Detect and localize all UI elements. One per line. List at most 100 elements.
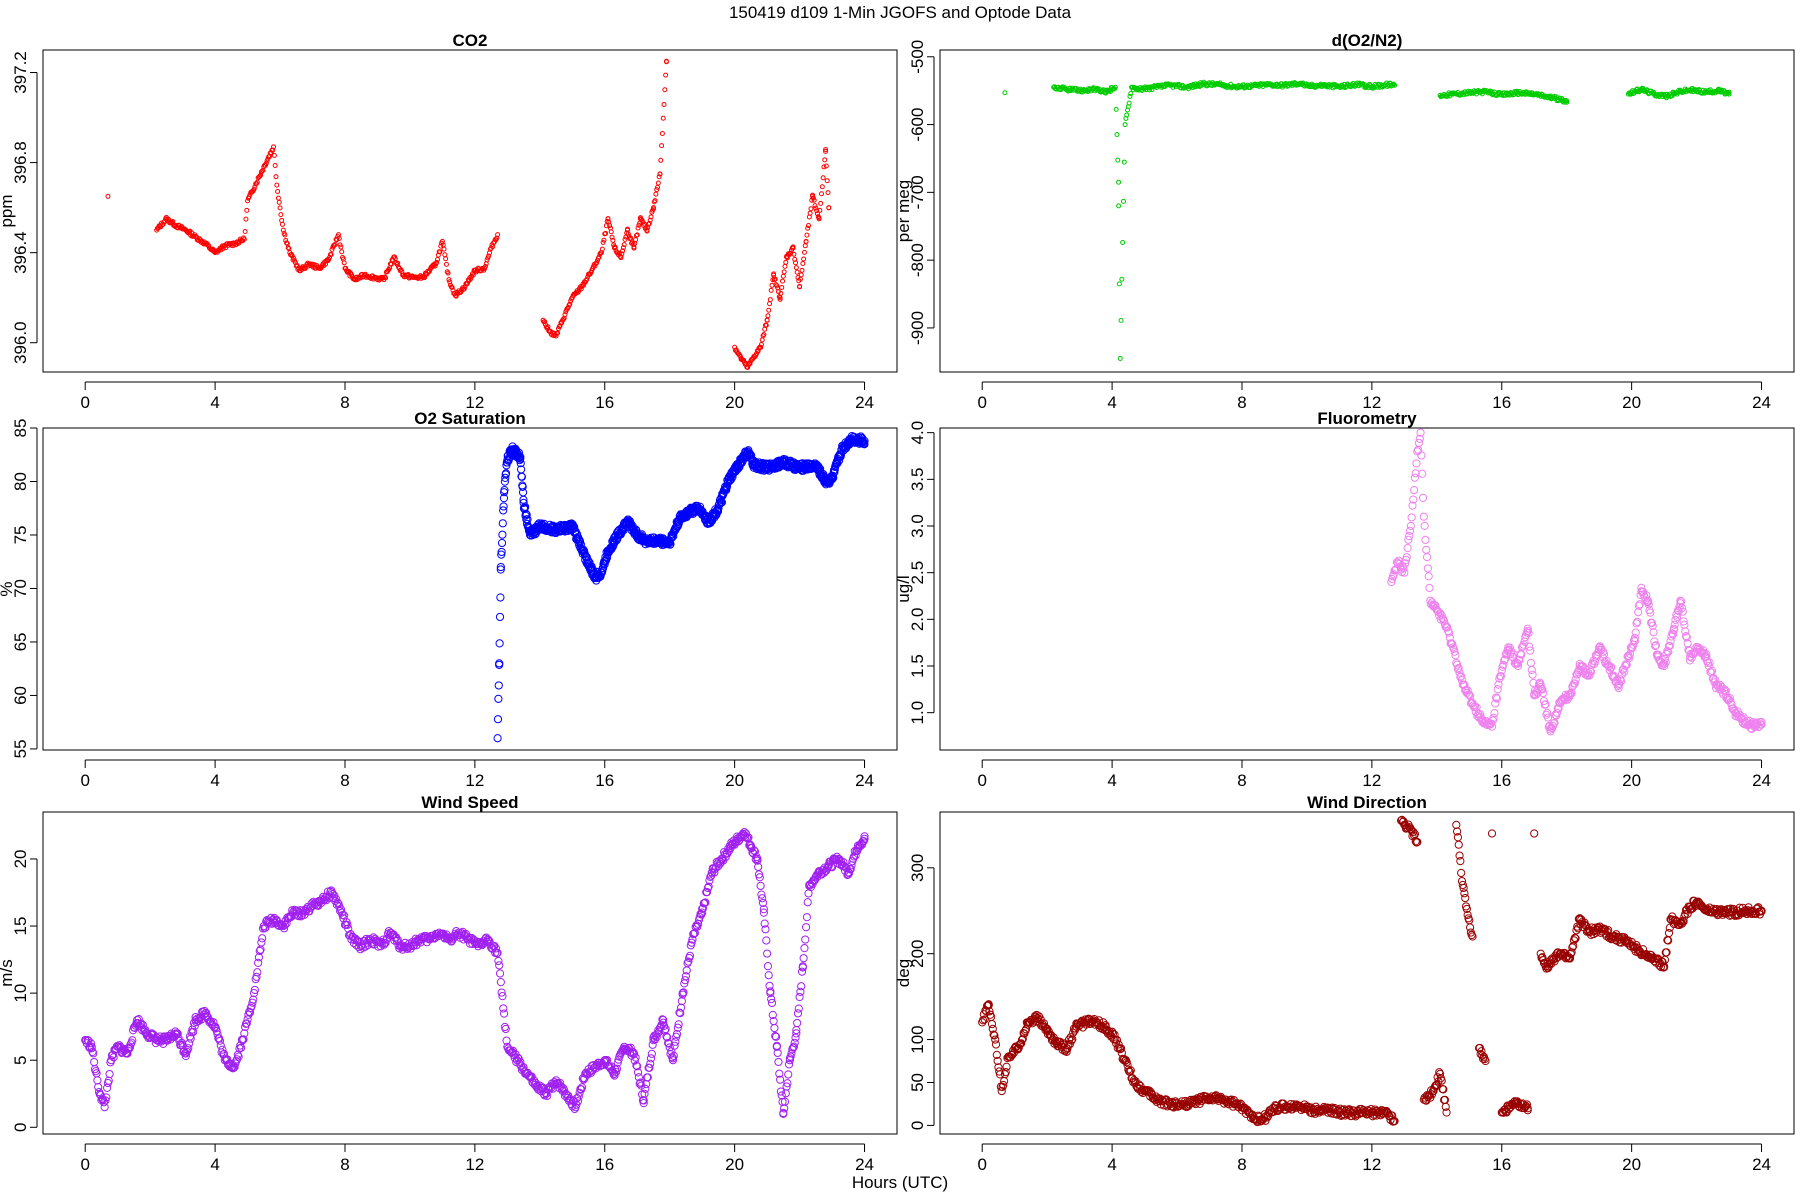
data-point bbox=[1668, 630, 1678, 639]
data-point bbox=[770, 277, 776, 283]
data-point bbox=[1478, 88, 1484, 94]
data-point bbox=[242, 228, 248, 234]
data-point bbox=[1403, 544, 1412, 553]
x-tick-label: 16 bbox=[1492, 1155, 1511, 1174]
data-point bbox=[810, 195, 816, 201]
data-point bbox=[1489, 713, 1498, 723]
data-point bbox=[1409, 486, 1419, 495]
x-tick-label: 4 bbox=[210, 393, 219, 412]
data-point bbox=[215, 1036, 225, 1045]
data-point bbox=[1418, 493, 1428, 502]
data-point bbox=[105, 193, 111, 199]
data-point bbox=[1405, 526, 1415, 535]
panel-title: Wind Speed bbox=[421, 793, 518, 812]
plot-frame bbox=[42, 811, 898, 1135]
data-point bbox=[282, 919, 291, 928]
data-point bbox=[517, 472, 526, 481]
data-point bbox=[1492, 694, 1501, 703]
data-point bbox=[1166, 81, 1172, 87]
data-point bbox=[791, 251, 797, 257]
data-point bbox=[102, 1093, 111, 1102]
data-point bbox=[628, 235, 634, 241]
data-point bbox=[1757, 720, 1766, 729]
data-point bbox=[1116, 281, 1122, 287]
data-point bbox=[624, 226, 630, 232]
data-point bbox=[1552, 708, 1562, 717]
data-point bbox=[793, 265, 799, 271]
data-point bbox=[801, 923, 811, 932]
data-point bbox=[441, 246, 447, 252]
data-point bbox=[332, 241, 338, 247]
data-point bbox=[343, 920, 352, 930]
data-point bbox=[171, 1027, 180, 1036]
data-point bbox=[251, 186, 257, 192]
data-point bbox=[810, 192, 816, 198]
data-point bbox=[280, 920, 290, 930]
data-point bbox=[279, 221, 285, 227]
data-point bbox=[1530, 829, 1539, 838]
data-point bbox=[1499, 660, 1508, 669]
x-tick-label: 16 bbox=[1492, 771, 1511, 790]
y-axis-label: ug/l bbox=[894, 575, 913, 602]
data-point bbox=[635, 225, 641, 231]
data-point bbox=[1404, 535, 1413, 544]
data-point bbox=[1480, 718, 1489, 727]
data-point bbox=[816, 215, 822, 221]
data-point bbox=[991, 1040, 1001, 1049]
data-point bbox=[1534, 684, 1543, 694]
data-point bbox=[1617, 670, 1627, 679]
data-point bbox=[1470, 703, 1479, 712]
data-point bbox=[1634, 608, 1643, 617]
data-point bbox=[1660, 659, 1669, 668]
data-point bbox=[607, 223, 613, 229]
panel-title: Wind Direction bbox=[1307, 793, 1427, 812]
x-tick-label: 4 bbox=[210, 771, 219, 790]
data-point bbox=[245, 1007, 254, 1016]
data-point bbox=[1422, 553, 1432, 562]
data-point bbox=[1673, 606, 1683, 615]
data-point bbox=[1557, 695, 1566, 704]
data-point bbox=[1448, 639, 1457, 649]
data-point bbox=[556, 324, 562, 330]
data-point bbox=[1490, 708, 1499, 718]
data-point bbox=[1602, 656, 1611, 666]
data-point bbox=[629, 239, 635, 245]
data-point bbox=[1119, 276, 1125, 282]
data-point bbox=[646, 220, 652, 226]
data-point bbox=[1454, 840, 1463, 849]
x-tick-label: 16 bbox=[595, 393, 614, 412]
data-point bbox=[1621, 661, 1630, 670]
data-point bbox=[647, 1049, 656, 1058]
data-point bbox=[814, 211, 820, 217]
data-point bbox=[1661, 658, 1670, 667]
data-point bbox=[662, 87, 668, 93]
data-point bbox=[603, 223, 609, 229]
data-point bbox=[292, 906, 302, 915]
data-point bbox=[518, 488, 528, 497]
data-point bbox=[560, 316, 566, 322]
data-point bbox=[1457, 672, 1466, 681]
data-point bbox=[620, 248, 626, 254]
data-point bbox=[1726, 89, 1732, 95]
panel-title: d(O2/N2) bbox=[1332, 31, 1403, 50]
y-tick-label: 300 bbox=[908, 854, 927, 882]
data-point bbox=[759, 337, 765, 343]
y-tick-label: -900 bbox=[908, 311, 927, 345]
data-point bbox=[238, 1036, 247, 1045]
data-point bbox=[758, 344, 764, 350]
x-tick-label: 0 bbox=[80, 771, 89, 790]
data-point bbox=[1127, 93, 1133, 99]
data-point bbox=[495, 961, 504, 970]
data-point bbox=[356, 945, 365, 954]
data-point bbox=[799, 954, 808, 963]
data-point bbox=[792, 1029, 801, 1038]
data-point bbox=[1117, 355, 1123, 361]
x-tick-label: 12 bbox=[465, 1155, 484, 1174]
x-tick-label: 24 bbox=[1752, 1155, 1771, 1174]
data-point bbox=[622, 237, 628, 243]
data-point bbox=[542, 319, 548, 325]
data-point bbox=[497, 538, 507, 548]
data-point bbox=[445, 270, 451, 276]
data-point bbox=[767, 297, 773, 303]
y-tick-label: 85 bbox=[11, 419, 30, 438]
